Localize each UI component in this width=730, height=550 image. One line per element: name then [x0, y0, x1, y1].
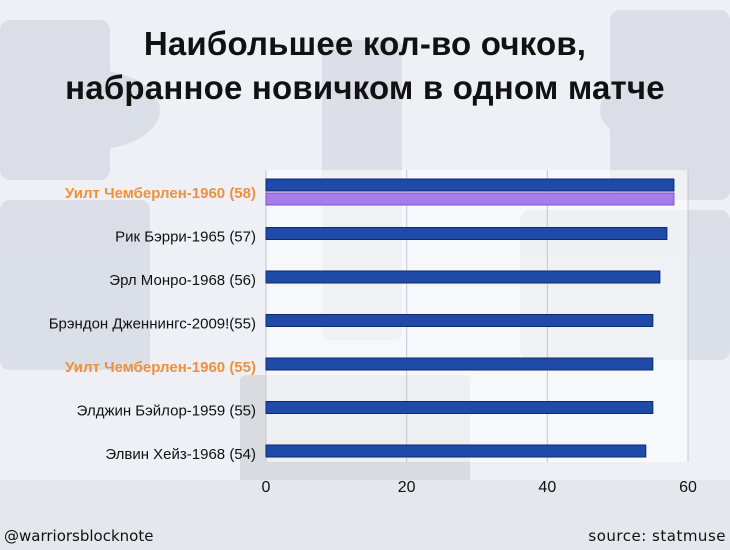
chart-title-line-2: набранное новичком в одном матче: [65, 69, 665, 106]
bar: [265, 314, 654, 327]
x-tick-label: 60: [679, 479, 697, 496]
category-label: Рик Бэрри-1965 (57): [115, 229, 256, 246]
category-label: Эрл Монро-1968 (56): [109, 272, 256, 289]
bar: [265, 227, 668, 240]
category-label: Элджин Бэйлор-1959 (55): [77, 403, 256, 420]
bar-highlight: [265, 192, 675, 206]
x-tick-label: 0: [262, 479, 271, 496]
bar: [265, 444, 647, 458]
chart-title: Наибольшее кол-во очков, набранное нович…: [0, 22, 730, 110]
bar: [265, 270, 661, 284]
category-label: Уилт Чемберлен-1960 (55): [65, 359, 256, 376]
bar: [265, 178, 675, 192]
chart-title-line-1: Наибольшее кол-во очков,: [143, 25, 587, 62]
category-label: Уилт Чемберлен-1960 (58): [65, 185, 256, 202]
category-label: Элвин Хейз-1968 (54): [105, 446, 256, 463]
x-tick-label: 20: [398, 479, 416, 496]
bar: [265, 357, 654, 371]
bar: [265, 401, 654, 414]
x-tick-label: 40: [538, 479, 556, 496]
category-label: Брэндон Дженнингс-2009!(55): [49, 316, 256, 333]
watermark-handle: @warriorsblocknote: [4, 527, 154, 545]
source-note: source: statmuse: [588, 527, 726, 545]
